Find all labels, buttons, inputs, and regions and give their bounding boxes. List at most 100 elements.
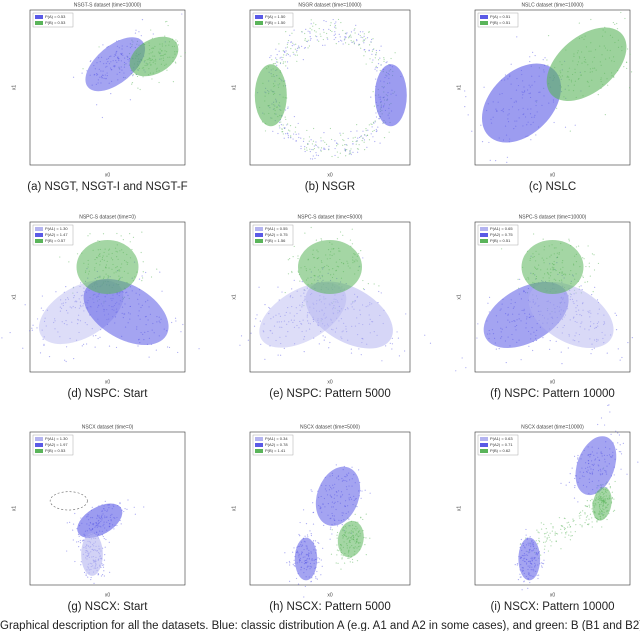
sample-point	[579, 517, 581, 519]
sample-point	[545, 527, 547, 530]
y-axis-label: x1	[231, 506, 237, 512]
sample-point	[309, 31, 311, 33]
sample-point	[309, 32, 311, 34]
sample-point	[541, 566, 543, 568]
sample-point	[284, 61, 286, 63]
sample-point	[310, 19, 312, 21]
sample-point	[292, 51, 294, 53]
sample-point	[495, 160, 497, 162]
sample-point	[77, 318, 79, 321]
sample-point	[519, 278, 521, 280]
sample-point	[142, 261, 144, 263]
sample-point	[40, 307, 43, 309]
sample-point	[139, 88, 141, 91]
distribution-ellipse	[85, 37, 146, 92]
sample-point	[564, 126, 567, 128]
sample-point	[80, 517, 82, 519]
sample-point	[85, 574, 87, 577]
sample-point	[544, 545, 546, 547]
sample-point	[363, 55, 365, 57]
sample-point	[31, 329, 33, 331]
sample-point	[360, 36, 362, 38]
sample-point	[336, 537, 338, 539]
sample-point	[614, 480, 616, 483]
sample-point	[578, 512, 581, 514]
sample-point	[488, 296, 491, 298]
sample-point	[63, 291, 65, 293]
sample-point	[312, 149, 314, 151]
sample-point	[137, 87, 139, 89]
sample-point	[278, 43, 280, 45]
y-axis-label: x1	[456, 506, 462, 512]
sample-point	[312, 155, 314, 157]
sample-point	[543, 533, 546, 535]
sample-point	[591, 498, 593, 500]
sample-point	[613, 474, 615, 476]
sample-point	[45, 325, 47, 327]
sample-point	[315, 154, 318, 156]
sample-point	[142, 271, 144, 273]
sample-point	[528, 345, 530, 347]
sample-point	[174, 61, 176, 63]
sample-point	[322, 547, 324, 549]
sample-point	[334, 147, 336, 150]
sample-point	[324, 336, 326, 338]
sample-point	[291, 305, 293, 308]
sample-point	[161, 290, 163, 292]
sample-point	[22, 347, 24, 349]
sample-point	[527, 587, 529, 589]
sample-point	[565, 533, 567, 535]
sample-point	[545, 532, 547, 535]
sample-point	[389, 342, 391, 344]
sample-point	[315, 141, 317, 143]
sample-point	[365, 537, 367, 539]
sample-point	[61, 303, 63, 305]
sample-point	[516, 564, 518, 566]
sample-point	[363, 35, 365, 37]
sample-point	[537, 531, 539, 533]
sample-point	[305, 40, 308, 42]
sample-point	[578, 22, 580, 24]
sample-point	[286, 53, 288, 55]
sample-point	[48, 355, 51, 358]
legend-label: P(A) = 1.50	[265, 14, 286, 19]
legend-label: P(B) = 0.57	[45, 238, 66, 243]
sample-point	[356, 124, 358, 126]
sample-point	[342, 234, 344, 236]
sample-point	[560, 548, 562, 550]
sample-point	[145, 271, 147, 274]
sample-point	[134, 32, 137, 34]
sample-point	[586, 500, 588, 502]
plot-area	[254, 18, 407, 160]
sample-point	[336, 534, 338, 536]
sample-point	[79, 539, 81, 542]
sample-point	[292, 321, 294, 324]
sample-point	[306, 40, 309, 43]
sample-point	[312, 511, 315, 514]
sample-point	[318, 147, 320, 149]
sample-point	[324, 44, 326, 46]
sample-point	[79, 304, 82, 306]
sample-point	[584, 512, 586, 514]
sample-point	[300, 295, 302, 297]
sample-point	[340, 568, 342, 570]
sample-point	[629, 53, 631, 55]
sample-point	[525, 537, 527, 539]
sample-point	[286, 46, 289, 48]
sample-point	[519, 573, 521, 575]
sample-point	[375, 65, 377, 67]
sample-point	[90, 578, 92, 581]
sample-point	[567, 521, 570, 523]
sample-point	[286, 132, 289, 134]
sample-point	[607, 404, 609, 407]
sample-point	[182, 323, 184, 326]
sample-point	[312, 320, 315, 322]
sample-point	[353, 29, 355, 31]
sample-point	[550, 523, 552, 525]
sample-point	[538, 532, 540, 534]
sample-point	[323, 20, 325, 22]
sample-point	[271, 332, 273, 334]
sample-point	[529, 581, 531, 584]
sample-point	[74, 306, 76, 309]
distribution-ellipse	[49, 491, 88, 511]
